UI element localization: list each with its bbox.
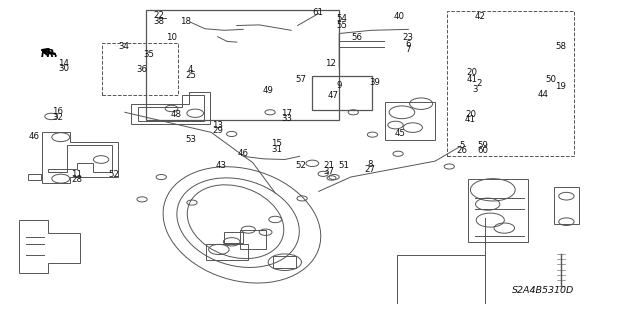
Bar xyxy=(102,43,178,95)
Text: 49: 49 xyxy=(262,86,273,95)
Text: 51: 51 xyxy=(339,161,350,170)
Text: 34: 34 xyxy=(118,42,129,51)
Text: 6: 6 xyxy=(406,40,411,48)
Text: 20: 20 xyxy=(465,110,476,119)
Text: 10: 10 xyxy=(166,33,177,42)
Text: 37: 37 xyxy=(323,167,335,176)
Text: 46: 46 xyxy=(237,149,249,158)
Text: 27: 27 xyxy=(364,165,376,174)
Text: 38: 38 xyxy=(153,17,164,26)
Text: 54: 54 xyxy=(336,14,348,23)
Text: 60: 60 xyxy=(477,146,489,155)
Text: 26: 26 xyxy=(456,146,468,155)
Text: 58: 58 xyxy=(556,42,567,51)
Text: 9: 9 xyxy=(337,81,342,90)
Text: FR.: FR. xyxy=(41,48,59,59)
Text: 31: 31 xyxy=(271,145,282,154)
Text: 42: 42 xyxy=(474,12,486,21)
Bar xyxy=(240,230,266,249)
Text: 41: 41 xyxy=(467,75,478,84)
Text: 5: 5 xyxy=(460,141,465,150)
Text: 11: 11 xyxy=(71,170,83,179)
Text: 53: 53 xyxy=(185,135,196,144)
Text: 61: 61 xyxy=(312,8,324,17)
Bar xyxy=(273,256,296,268)
Text: 22: 22 xyxy=(153,11,164,20)
Text: 48: 48 xyxy=(170,110,182,119)
Text: 35: 35 xyxy=(143,50,154,59)
Bar xyxy=(554,188,579,224)
Text: 17: 17 xyxy=(281,109,292,118)
Text: 30: 30 xyxy=(58,64,70,73)
Text: 52: 52 xyxy=(295,161,307,170)
Bar xyxy=(206,244,248,260)
Text: 28: 28 xyxy=(71,175,83,184)
Text: 33: 33 xyxy=(281,114,292,123)
Text: 29: 29 xyxy=(212,126,223,135)
Text: 19: 19 xyxy=(555,82,565,91)
Text: 18: 18 xyxy=(180,17,191,26)
Text: 21: 21 xyxy=(323,161,335,170)
Bar xyxy=(447,11,574,156)
Text: 14: 14 xyxy=(58,59,70,68)
Text: 45: 45 xyxy=(394,130,406,138)
Text: 8: 8 xyxy=(367,160,372,169)
Text: 7: 7 xyxy=(406,45,411,54)
Text: 13: 13 xyxy=(212,121,223,130)
Text: 3: 3 xyxy=(472,85,477,94)
Text: 2: 2 xyxy=(476,79,481,88)
Bar xyxy=(468,179,529,242)
Text: 55: 55 xyxy=(336,21,348,30)
Text: 36: 36 xyxy=(136,65,148,74)
Text: 50: 50 xyxy=(545,75,556,84)
Text: 41: 41 xyxy=(465,115,476,124)
Text: 52: 52 xyxy=(108,170,120,179)
Text: 56: 56 xyxy=(351,33,363,42)
Text: 43: 43 xyxy=(215,161,227,170)
Text: 40: 40 xyxy=(394,12,405,21)
Text: 15: 15 xyxy=(271,139,282,148)
Text: 23: 23 xyxy=(403,33,414,42)
Text: 47: 47 xyxy=(327,91,339,100)
Text: 25: 25 xyxy=(185,71,196,80)
Text: 4: 4 xyxy=(188,65,193,74)
Bar xyxy=(224,232,243,243)
Text: 32: 32 xyxy=(52,113,63,122)
Text: 44: 44 xyxy=(537,90,548,99)
Text: 39: 39 xyxy=(369,78,380,87)
Text: 46: 46 xyxy=(29,132,40,141)
Text: 57: 57 xyxy=(295,75,307,84)
Text: 59: 59 xyxy=(478,141,488,150)
Bar xyxy=(385,102,435,140)
Text: S2A4B5310D: S2A4B5310D xyxy=(511,286,574,295)
Text: 12: 12 xyxy=(325,59,337,68)
Bar xyxy=(312,76,372,110)
Bar xyxy=(146,10,339,120)
Bar xyxy=(28,174,41,180)
Text: 16: 16 xyxy=(52,107,63,116)
Text: 20: 20 xyxy=(467,68,478,77)
